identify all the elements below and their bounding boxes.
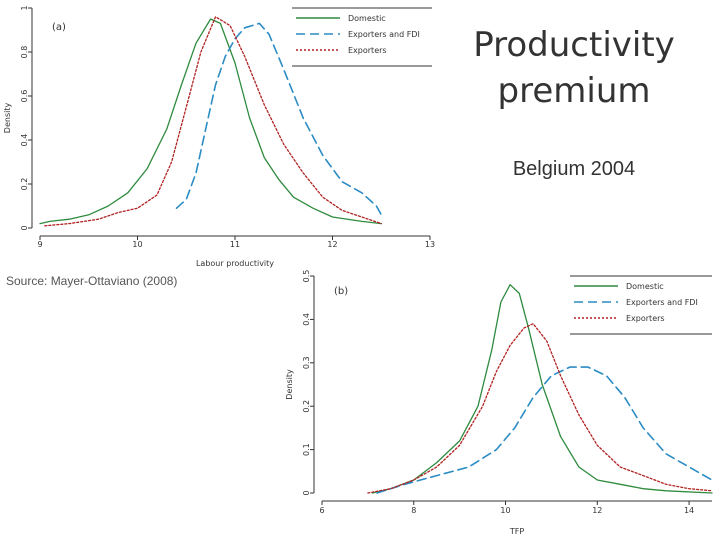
chart-b-background: [280, 268, 720, 540]
x-axis-title: Labour productivity: [196, 259, 274, 268]
y-tick-label: 0.2: [302, 400, 311, 413]
y-axis-title: Density: [285, 369, 294, 400]
slide-title-line1: Productivity: [473, 25, 675, 65]
x-tick-label: 14: [684, 506, 694, 515]
x-tick-label: 12: [592, 506, 602, 515]
series-line-exporters-and-fdi: [175, 22, 383, 216]
series-line-exporters: [367, 323, 713, 494]
y-tick-label: 0: [20, 225, 29, 230]
panel-label: (b): [334, 286, 348, 297]
legend-label: Exporters and FDI: [348, 30, 420, 39]
legend-label: Domestic: [348, 14, 386, 23]
x-tick-label: 8: [411, 506, 416, 515]
x-tick-label: 13: [425, 240, 435, 249]
legend-label: Exporters and FDI: [626, 298, 698, 307]
y-tick-label: 0.4: [302, 313, 311, 326]
series-line-exporters-and-fdi: [376, 366, 713, 494]
chart-b-tfp: 6 8 10 12 14 0 0.1 0.2 0.3 0.4 0.5 TFP Density (b) Do…: [280, 268, 720, 540]
source-note: Source: Mayer-Ottaviano (2008): [6, 274, 178, 288]
y-tick-label: 0.5: [302, 270, 311, 283]
y-axis-title: Density: [3, 103, 12, 134]
y-tick-label: 0.2: [20, 178, 29, 191]
x-tick-label: 12: [327, 240, 337, 249]
slide-subtitle: Belgium 2004: [512, 158, 636, 180]
slide-title-line2: premium: [497, 71, 651, 111]
x-axis-title: TFP: [509, 527, 524, 536]
x-tick-label: 9: [37, 240, 42, 249]
slide-title: Productivity premium: [440, 22, 708, 114]
y-tick-label: 0.8: [20, 46, 29, 59]
y-tick-label: 0: [302, 490, 311, 495]
y-tick-label: 0.6: [20, 90, 29, 103]
y-tick-label: 0.4: [20, 134, 29, 147]
legend-label: Domestic: [626, 282, 664, 291]
chart-a-labour-productivity: 9 10 11 12 13 0 0.2 0.4 0.6 0.8 1 Labour productivi…: [0, 0, 440, 272]
x-tick-label: 10: [132, 240, 142, 249]
y-tick-label: 0.3: [302, 356, 311, 369]
y-tick-label: 1: [20, 5, 29, 10]
x-tick-label: 10: [500, 506, 510, 515]
series-line-domestic: [39, 18, 382, 225]
panel-label: (a): [52, 22, 66, 33]
chart-a-background: [0, 0, 440, 272]
x-tick-label: 11: [230, 240, 240, 249]
y-tick-label: 0.1: [302, 443, 311, 456]
series-line-exporters: [44, 16, 382, 227]
series-line-domestic: [371, 284, 713, 494]
x-tick-label: 6: [319, 506, 324, 515]
legend-label: Exporters: [348, 46, 387, 55]
legend-label: Exporters: [626, 314, 665, 323]
